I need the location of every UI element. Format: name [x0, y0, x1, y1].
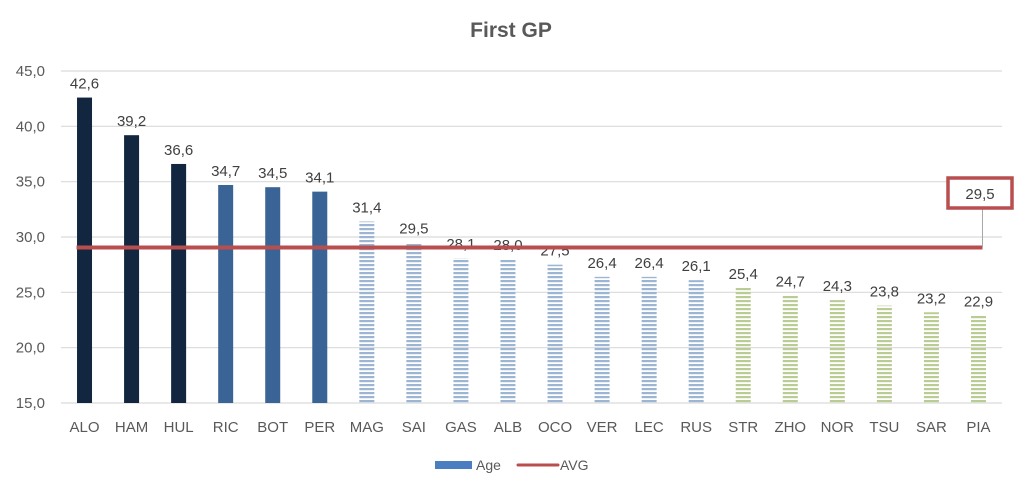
bar-sai [406, 242, 422, 403]
x-tick-label: HUL [164, 419, 194, 436]
x-tick-label: MAG [350, 419, 384, 436]
bar-ver [594, 276, 610, 403]
bar-nor [829, 300, 845, 403]
bar-str [735, 287, 751, 403]
data-label: 42,6 [70, 76, 99, 93]
bar-bot [265, 187, 281, 403]
data-label: 24,7 [776, 274, 805, 291]
x-tick-label: BOT [257, 419, 288, 436]
x-tick-label: SAI [402, 419, 426, 436]
data-label: 34,5 [258, 165, 287, 182]
gridlines [61, 70, 1002, 404]
x-tick-label: STR [728, 419, 758, 436]
x-tick-label: OCO [538, 419, 572, 436]
bar-hul [171, 163, 187, 403]
legend: Age AVG [435, 457, 589, 473]
data-label: 26,4 [587, 255, 616, 272]
data-label: 28,1 [446, 236, 475, 253]
legend-swatch-age [435, 461, 472, 469]
y-axis: 15,0 20,0 25,0 30,0 35,0 40,0 45,0 [16, 63, 45, 412]
bars [77, 97, 986, 404]
y-tick-label: 30,0 [16, 229, 45, 246]
data-label: 29,5 [399, 221, 428, 238]
x-tick-label: SAR [916, 419, 947, 436]
data-label: 24,3 [823, 278, 852, 295]
data-label: 22,9 [964, 294, 993, 311]
x-tick-label: PIA [966, 419, 990, 436]
avg-label-box [946, 176, 1014, 210]
x-tick-label: NOR [821, 419, 855, 436]
x-tick-label: VER [587, 419, 618, 436]
bar-rus [688, 280, 704, 403]
x-tick-label: HAM [115, 419, 148, 436]
bar-ham [124, 135, 140, 404]
data-label: 39,2 [117, 113, 146, 130]
y-tick-label: 40,0 [16, 118, 45, 135]
data-label: 34,7 [211, 163, 240, 180]
bar-pia [970, 315, 986, 403]
data-label: 25,4 [729, 266, 758, 283]
legend-label-avg: AVG [560, 457, 589, 473]
data-label: 23,2 [917, 290, 946, 307]
x-tick-label: ALO [70, 419, 100, 436]
x-tick-label: TSU [869, 419, 899, 436]
data-labels: 42,639,236,634,734,534,131,429,528,128,0… [70, 76, 993, 311]
x-tick-label: GAS [445, 419, 477, 436]
bar-alb [500, 259, 516, 403]
x-tick-label: LEC [635, 419, 664, 436]
x-tick-label: RIC [213, 419, 239, 436]
bar-zho [782, 295, 798, 403]
x-tick-label: RUS [680, 419, 712, 436]
data-label: 27,5 [540, 243, 569, 260]
bar-gas [453, 258, 469, 403]
data-label: 26,1 [682, 258, 711, 275]
bar-tsu [876, 305, 892, 403]
bar-alo [77, 97, 93, 403]
data-label: 31,4 [352, 200, 381, 217]
data-label: 26,4 [635, 255, 664, 272]
x-axis: ALO HAM HUL RIC BOT PER MAG SAI GAS ALB OCO VER LEC R… [70, 419, 991, 436]
bar-sar [923, 312, 939, 403]
data-label: 34,1 [305, 170, 334, 187]
data-label: 36,6 [164, 142, 193, 159]
avg-series: 29,5 [76, 176, 1014, 250]
bar-per [312, 191, 328, 403]
y-tick-label: 25,0 [16, 284, 45, 301]
x-tick-label: PER [304, 419, 335, 436]
data-label: 23,8 [870, 284, 899, 301]
bar-lec [641, 276, 657, 403]
bar-mag [359, 221, 375, 403]
bar-oco [547, 264, 563, 403]
avg-label: 29,5 [965, 186, 994, 203]
chart-title: First GP [470, 19, 552, 42]
legend-label-age: Age [476, 457, 501, 473]
bar-ric [218, 184, 234, 403]
y-tick-label: 20,0 [16, 340, 45, 357]
y-tick-label: 45,0 [16, 63, 45, 80]
y-tick-label: 35,0 [16, 174, 45, 191]
y-tick-label: 15,0 [16, 395, 45, 412]
x-tick-label: ALB [494, 419, 522, 436]
x-tick-label: ZHO [774, 419, 806, 436]
